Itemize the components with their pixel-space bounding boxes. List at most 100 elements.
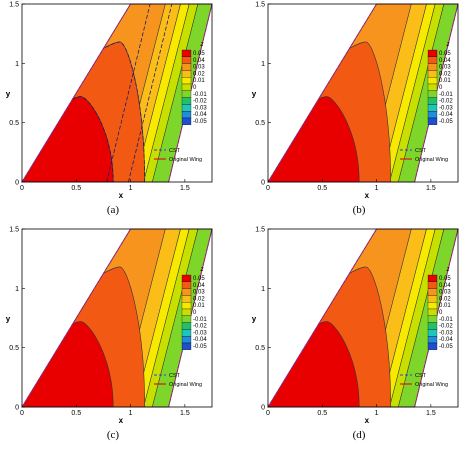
legend-orig-label: Original Wing bbox=[169, 157, 202, 163]
colorbar-swatch bbox=[182, 316, 191, 323]
y-tick-label: 0.5 bbox=[255, 120, 265, 127]
colorbar-swatch bbox=[182, 111, 191, 118]
colorbar-swatch bbox=[182, 84, 191, 91]
colorbar-label: -0.02 bbox=[439, 99, 453, 105]
panel-caption: (d) bbox=[353, 429, 366, 441]
colorbar-title: z bbox=[200, 42, 204, 48]
colorbar-swatch bbox=[428, 275, 437, 282]
colorbar-swatch bbox=[428, 84, 437, 91]
colorbar-swatch bbox=[182, 275, 191, 282]
colorbar-label: -0.01 bbox=[193, 92, 207, 98]
colorbar-swatch bbox=[428, 329, 437, 336]
colorbar-label: -0.04 bbox=[439, 337, 453, 343]
x-axis-label: x bbox=[119, 191, 124, 200]
colorbar-swatch bbox=[182, 336, 191, 343]
legend-orig-label: Original Wing bbox=[415, 157, 448, 163]
legend-orig-label: Original Wing bbox=[415, 382, 448, 388]
x-tick-label: 1 bbox=[375, 185, 379, 192]
colorbar-swatch bbox=[182, 329, 191, 336]
panel-c: 0 0.5 1 1.500.511.5xyz0.050.040.030.020.010… bbox=[6, 227, 256, 442]
colorbar-swatch bbox=[428, 323, 437, 330]
colorbar-swatch bbox=[182, 289, 191, 296]
y-axis-label: y bbox=[6, 315, 11, 324]
colorbar-swatch bbox=[428, 282, 437, 289]
colorbar-label: 0.04 bbox=[193, 283, 205, 289]
colorbar-swatch bbox=[182, 343, 191, 350]
y-tick-label: 0.5 bbox=[9, 345, 19, 352]
y-axis-label: y bbox=[252, 90, 257, 99]
colorbar-swatch bbox=[428, 336, 437, 343]
colorbar-label: 0.01 bbox=[439, 78, 451, 84]
colorbar-label: -0.05 bbox=[193, 119, 207, 125]
colorbar-swatch bbox=[182, 77, 191, 84]
y-tick-label: 1 bbox=[261, 286, 265, 293]
colorbar-swatch bbox=[182, 118, 191, 125]
y-axis-label: y bbox=[252, 315, 257, 324]
colorbar-swatch bbox=[428, 104, 437, 111]
colorbar-swatch bbox=[428, 111, 437, 118]
x-tick-label: 0 bbox=[20, 185, 24, 192]
colorbar-label: -0.05 bbox=[439, 344, 453, 350]
x-tick-label: 0 bbox=[20, 410, 24, 417]
colorbar-swatch bbox=[182, 309, 191, 316]
colorbar-swatch bbox=[182, 302, 191, 309]
colorbar-label: -0.04 bbox=[193, 112, 207, 118]
x-tick-label: 0.5 bbox=[71, 410, 81, 417]
y-tick-label: 0.5 bbox=[9, 120, 19, 127]
y-tick-label: 1.5 bbox=[9, 227, 19, 234]
colorbar-label: -0.02 bbox=[193, 324, 207, 330]
y-tick-label: 1 bbox=[15, 286, 19, 293]
colorbar-label: 0.05 bbox=[439, 276, 451, 282]
colorbar-label: -0.03 bbox=[193, 330, 207, 336]
y-tick-label: 0 bbox=[15, 180, 19, 187]
x-tick-label: 1 bbox=[129, 410, 133, 417]
colorbar-label: 0.05 bbox=[193, 51, 205, 57]
x-axis-label: x bbox=[365, 416, 370, 425]
y-tick-label: 1 bbox=[15, 61, 19, 68]
y-axis-label: y bbox=[6, 90, 11, 99]
colorbar-label: 0.02 bbox=[439, 71, 451, 77]
panel-d: 0 0.5 1 1.500.511.5xyz0.050.040.030.020.010… bbox=[252, 227, 474, 442]
colorbar-swatch bbox=[428, 289, 437, 296]
colorbar-label: 0.01 bbox=[439, 303, 451, 309]
colorbar-swatch bbox=[428, 295, 437, 302]
colorbar-swatch bbox=[428, 98, 437, 105]
colorbar-label: 0.03 bbox=[439, 65, 451, 71]
x-axis-label: x bbox=[365, 191, 370, 200]
colorbar-swatch bbox=[428, 91, 437, 98]
colorbar-title: z bbox=[446, 267, 450, 273]
x-tick-label: 1 bbox=[375, 410, 379, 417]
legend-cst-label: CST bbox=[169, 373, 181, 379]
legend-cst-label: CST bbox=[415, 373, 427, 379]
colorbar-label: -0.01 bbox=[439, 317, 453, 323]
colorbar-title: z bbox=[446, 42, 450, 48]
colorbar-swatch bbox=[182, 323, 191, 330]
colorbar-label: 0.03 bbox=[193, 290, 205, 296]
colorbar-swatch bbox=[182, 98, 191, 105]
colorbar-label: 0.04 bbox=[439, 283, 451, 289]
colorbar-swatch bbox=[428, 64, 437, 71]
colorbar-swatch bbox=[182, 50, 191, 57]
panel-caption: (c) bbox=[107, 429, 120, 441]
colorbar-swatch bbox=[182, 104, 191, 111]
panel-b: 0 0.5 1 1.500.511.5xyz0.050.040.030.020.010… bbox=[252, 2, 474, 217]
colorbar-label: 0.01 bbox=[193, 303, 205, 309]
colorbar-label: -0.05 bbox=[439, 119, 453, 125]
x-tick-label: 0.5 bbox=[317, 410, 327, 417]
colorbar-swatch bbox=[182, 295, 191, 302]
colorbar-swatch bbox=[182, 70, 191, 77]
y-tick-label: 1.5 bbox=[255, 2, 265, 9]
colorbar-swatch bbox=[428, 70, 437, 77]
y-tick-label: 0 bbox=[15, 405, 19, 412]
colorbar-label: -0.03 bbox=[439, 105, 453, 111]
x-axis-label: x bbox=[119, 416, 124, 425]
colorbar-title: z bbox=[200, 267, 204, 273]
colorbar-label: -0.03 bbox=[439, 330, 453, 336]
colorbar-swatch bbox=[428, 309, 437, 316]
colorbar-swatch bbox=[428, 302, 437, 309]
colorbar-swatch bbox=[428, 316, 437, 323]
x-tick-label: 1.5 bbox=[426, 410, 436, 417]
y-tick-label: 1 bbox=[261, 61, 265, 68]
colorbar-swatch bbox=[182, 282, 191, 289]
panel-caption: (a) bbox=[107, 204, 120, 216]
